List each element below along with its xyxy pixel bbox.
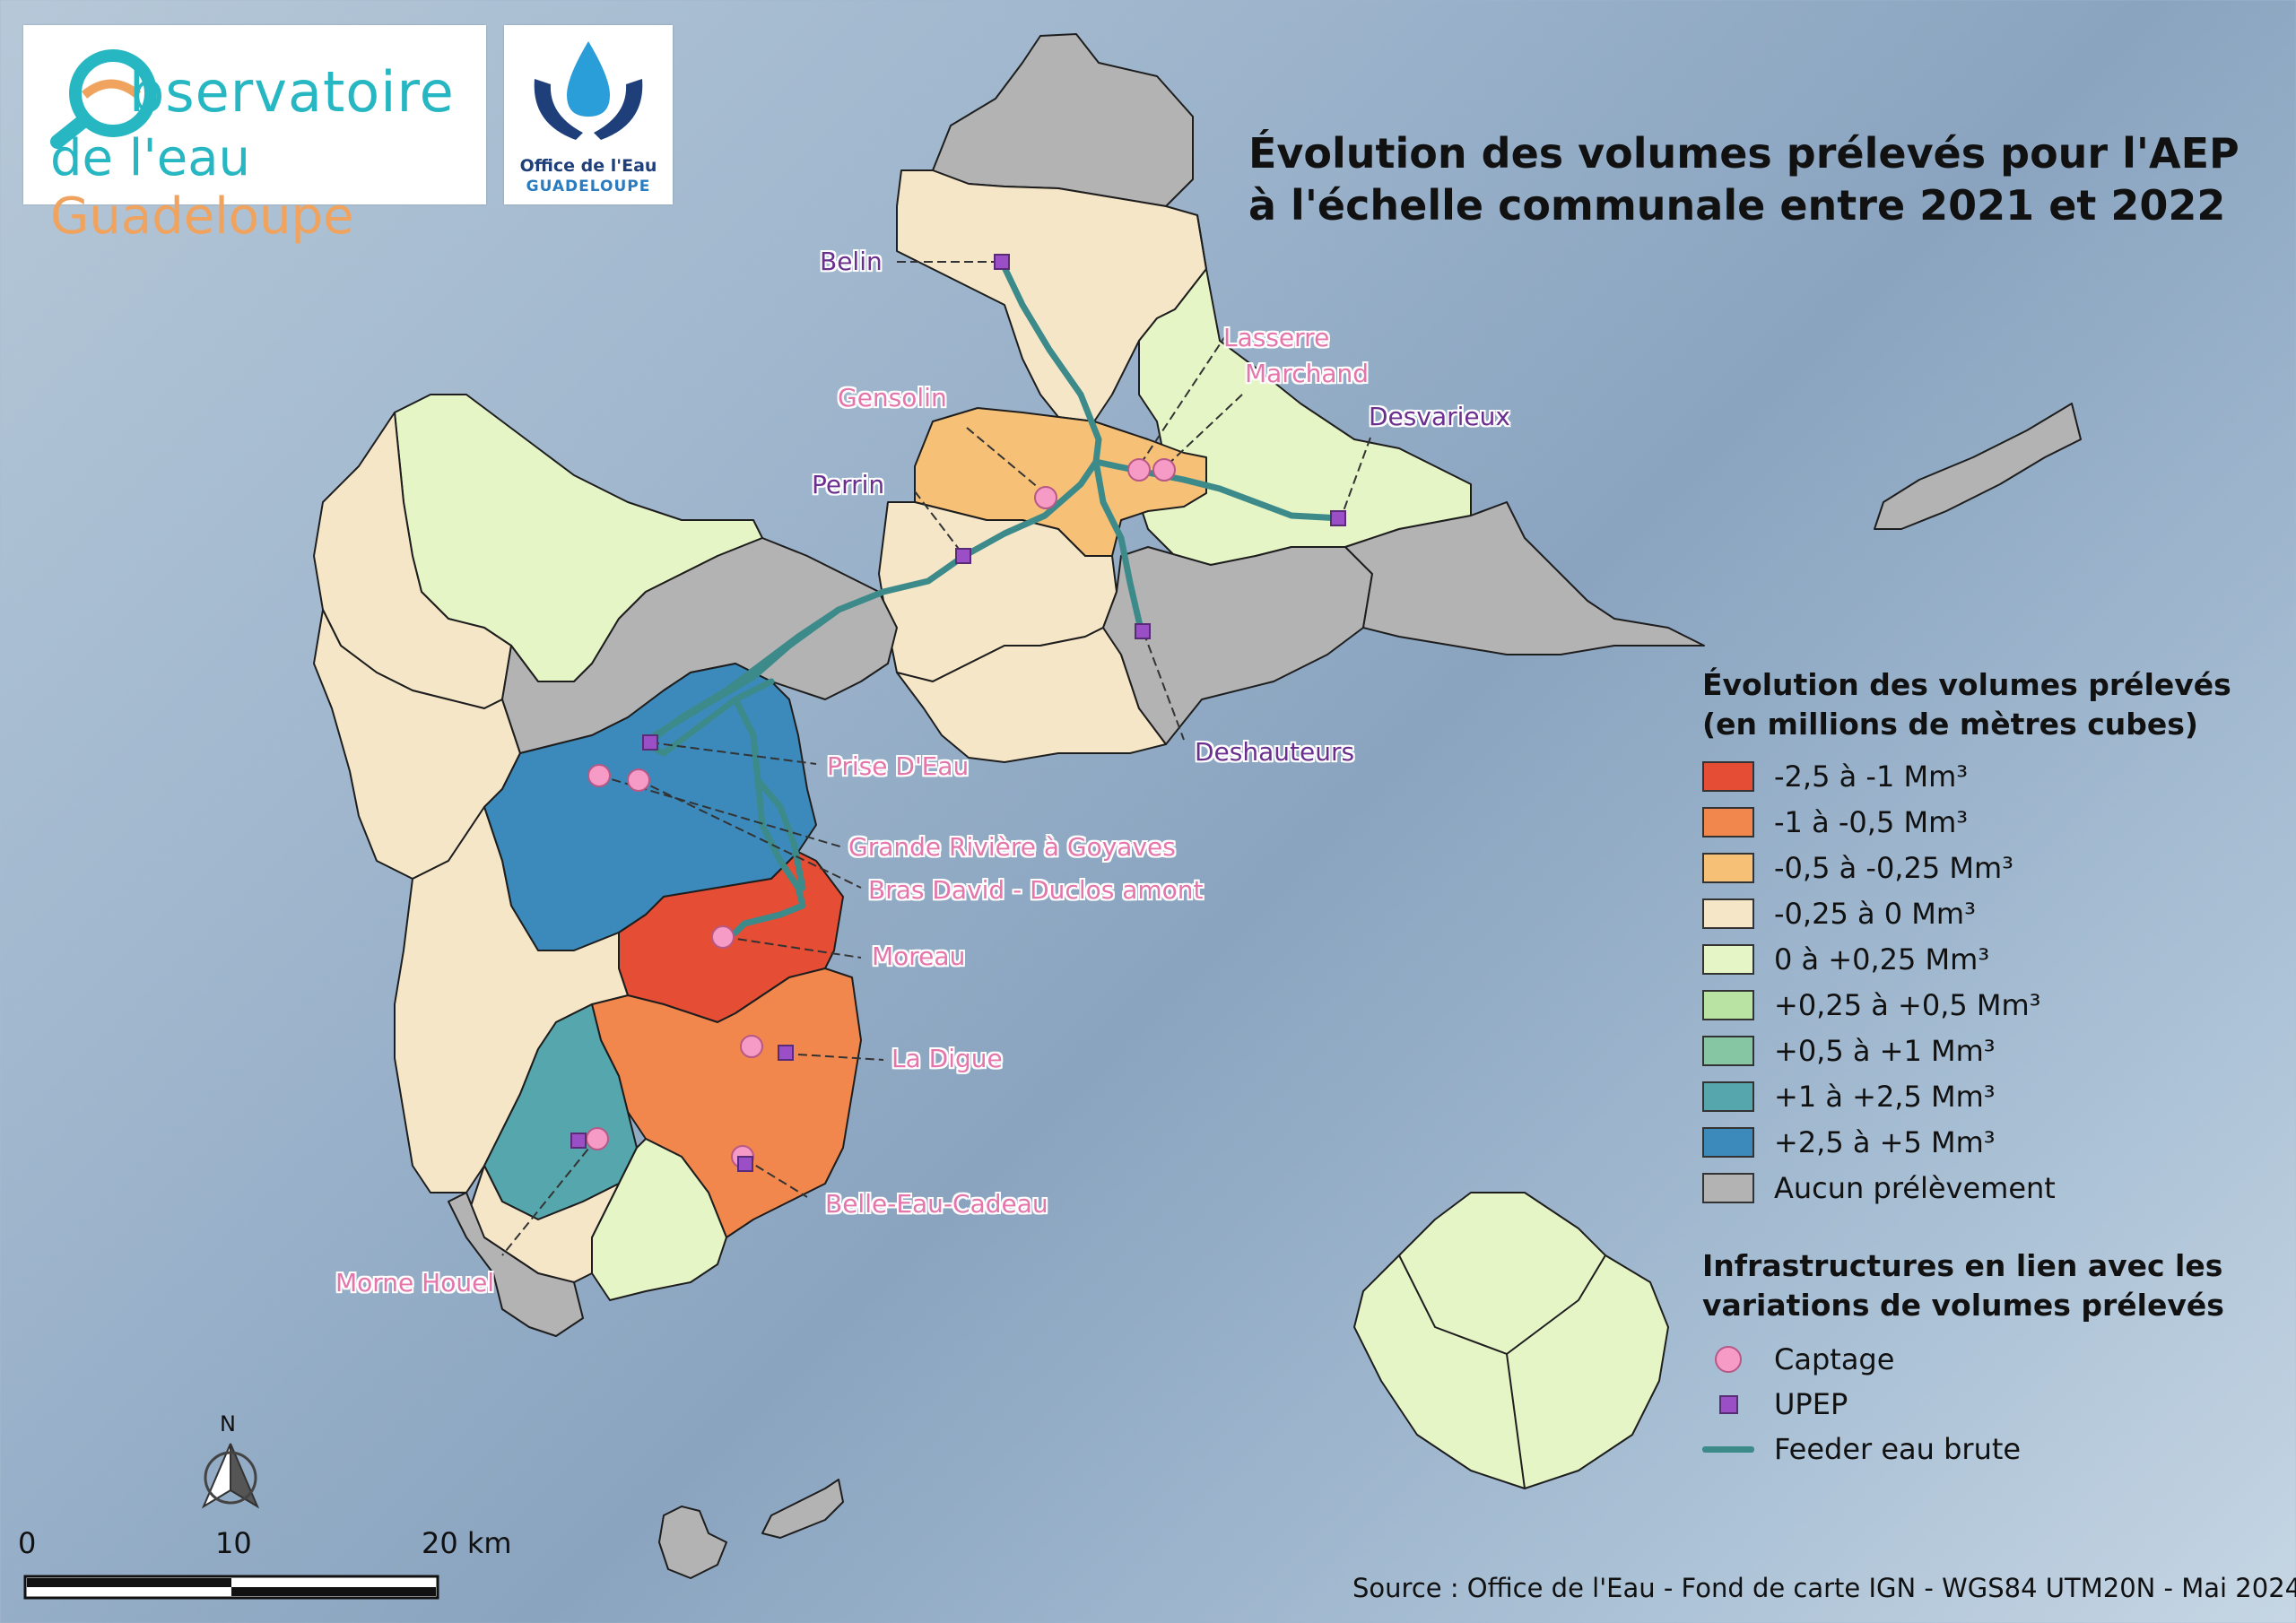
label-bras-david: Bras David - Duclos amont <box>868 875 1204 905</box>
upep-morne-houel <box>570 1133 587 1149</box>
feeder-eau-brute-network <box>642 258 1344 941</box>
observatoire-wave-icon <box>50 49 156 149</box>
marie-galante-border <box>1398 1254 1606 1489</box>
upep-icon <box>1718 1394 1738 1414</box>
scale-tick-20: 20 km <box>422 1526 512 1560</box>
label-la-digue: La Digue <box>891 1044 1003 1073</box>
legend-class-7: +0,5 à +1 Mm³ <box>1702 1033 1996 1069</box>
observatoire-line1: bservatoire <box>129 59 455 125</box>
north-arrow-icon <box>201 1443 260 1509</box>
les-saintes-island-1 <box>658 1506 727 1579</box>
map-title-line1: Évolution des volumes prélevés pour l'AE… <box>1248 129 2239 178</box>
upep-belin <box>994 254 1010 270</box>
legend-infra-feeder: Feeder eau brute <box>1702 1431 2021 1467</box>
captage-grande-riviere <box>587 764 611 787</box>
label-moreau: Moreau <box>872 942 966 971</box>
captage-bras-david <box>627 768 650 792</box>
legend-infra-upep: UPEP <box>1702 1386 1848 1422</box>
upep-desvarieux <box>1330 510 1346 526</box>
desirade-island <box>1874 403 2082 530</box>
legend-class-9: +2,5 à +5 Mm³ <box>1702 1124 1996 1160</box>
legend-class-3: -0,5 à -0,25 Mm³ <box>1702 850 2013 886</box>
captage-la-digue <box>740 1035 763 1058</box>
legend-infra-title: Infrastructures en lien avec les variati… <box>1702 1248 2224 1323</box>
upep-belle-eau <box>737 1156 753 1172</box>
label-morne-houel: Morne Houel <box>335 1268 495 1298</box>
map-title: Évolution des volumes prélevés pour l'AE… <box>1248 127 2239 231</box>
marie-galante-island <box>1353 1192 1669 1489</box>
label-desvarieux: Desvarieux <box>1369 402 1510 431</box>
legend-class-2: -1 à -0,5 Mm³ <box>1702 804 1968 840</box>
label-deshauteurs: Deshauteurs <box>1195 737 1355 767</box>
captage-morne-houel <box>586 1127 609 1150</box>
scale-tick-0: 0 <box>18 1526 37 1560</box>
commune-capesterre <box>591 968 862 1238</box>
water-drop-hands-icon <box>534 41 643 140</box>
legend-class-4: -0,25 à 0 Mm³ <box>1702 896 1976 932</box>
upep-prise-deau <box>642 734 658 751</box>
observatoire-logo: bservatoire de l'eau Guadeloupe <box>23 25 486 246</box>
north-label: N <box>220 1411 236 1436</box>
legend-class-5: 0 à +0,25 Mm³ <box>1702 942 1989 977</box>
scale-tick-10: 10 <box>215 1526 252 1560</box>
office-de-leau-logo: Office de l'Eau GUADELOUPE <box>504 25 673 204</box>
commune-east-grey <box>1344 501 1705 655</box>
legend-class-10: Aucun prélèvement <box>1702 1170 2056 1206</box>
label-gensolin: Gensolin <box>838 383 947 412</box>
feeder-line-icon <box>1702 1445 1754 1453</box>
commune-south-grey <box>448 1192 584 1337</box>
commune-north-grey <box>932 33 1194 207</box>
legend-infra-captage: Captage <box>1702 1341 1894 1377</box>
captage-marchand <box>1152 458 1176 482</box>
label-lasserre: Lasserre <box>1223 323 1330 352</box>
upep-points <box>570 254 1346 1172</box>
label-belle-eau: Belle-Eau-Cadeau <box>825 1189 1048 1219</box>
label-marchand: Marchand <box>1245 359 1370 388</box>
captage-moreau <box>711 925 735 949</box>
office-line2: GUADELOUPE <box>526 178 651 195</box>
source-credit: Source : Office de l'Eau - Fond de carte… <box>1352 1573 2296 1603</box>
observatoire-line2: de l'eau Guadeloupe <box>50 129 354 246</box>
captage-gensolin <box>1034 486 1057 509</box>
upep-perrin <box>955 548 971 564</box>
legend-class-1: -2,5 à -1 Mm³ <box>1702 759 1968 794</box>
label-perrin: Perrin <box>812 470 885 499</box>
legend-class-8: +1 à +2,5 Mm³ <box>1702 1079 1996 1115</box>
upep-la-digue <box>778 1045 794 1061</box>
scale-bar <box>23 1575 439 1600</box>
commune-center-grey <box>1102 546 1373 745</box>
label-grande-riviere: Grande Rivière à Goyaves <box>848 832 1176 862</box>
captage-icon <box>1715 1346 1742 1373</box>
label-prise-deau: Prise D'Eau <box>827 751 970 781</box>
captage-lasserre <box>1127 458 1151 482</box>
legend-volumes-title: Évolution des volumes prélevés (en milli… <box>1702 667 2231 742</box>
les-saintes-island-2 <box>761 1479 844 1539</box>
map-title-line2: à l'échelle communale entre 2021 et 2022 <box>1248 181 2226 230</box>
legend-class-6: +0,25 à +0,5 Mm³ <box>1702 987 2041 1023</box>
office-line1: Office de l'Eau <box>519 156 657 176</box>
upep-deshauteurs <box>1135 623 1151 639</box>
label-belin: Belin <box>820 247 883 276</box>
